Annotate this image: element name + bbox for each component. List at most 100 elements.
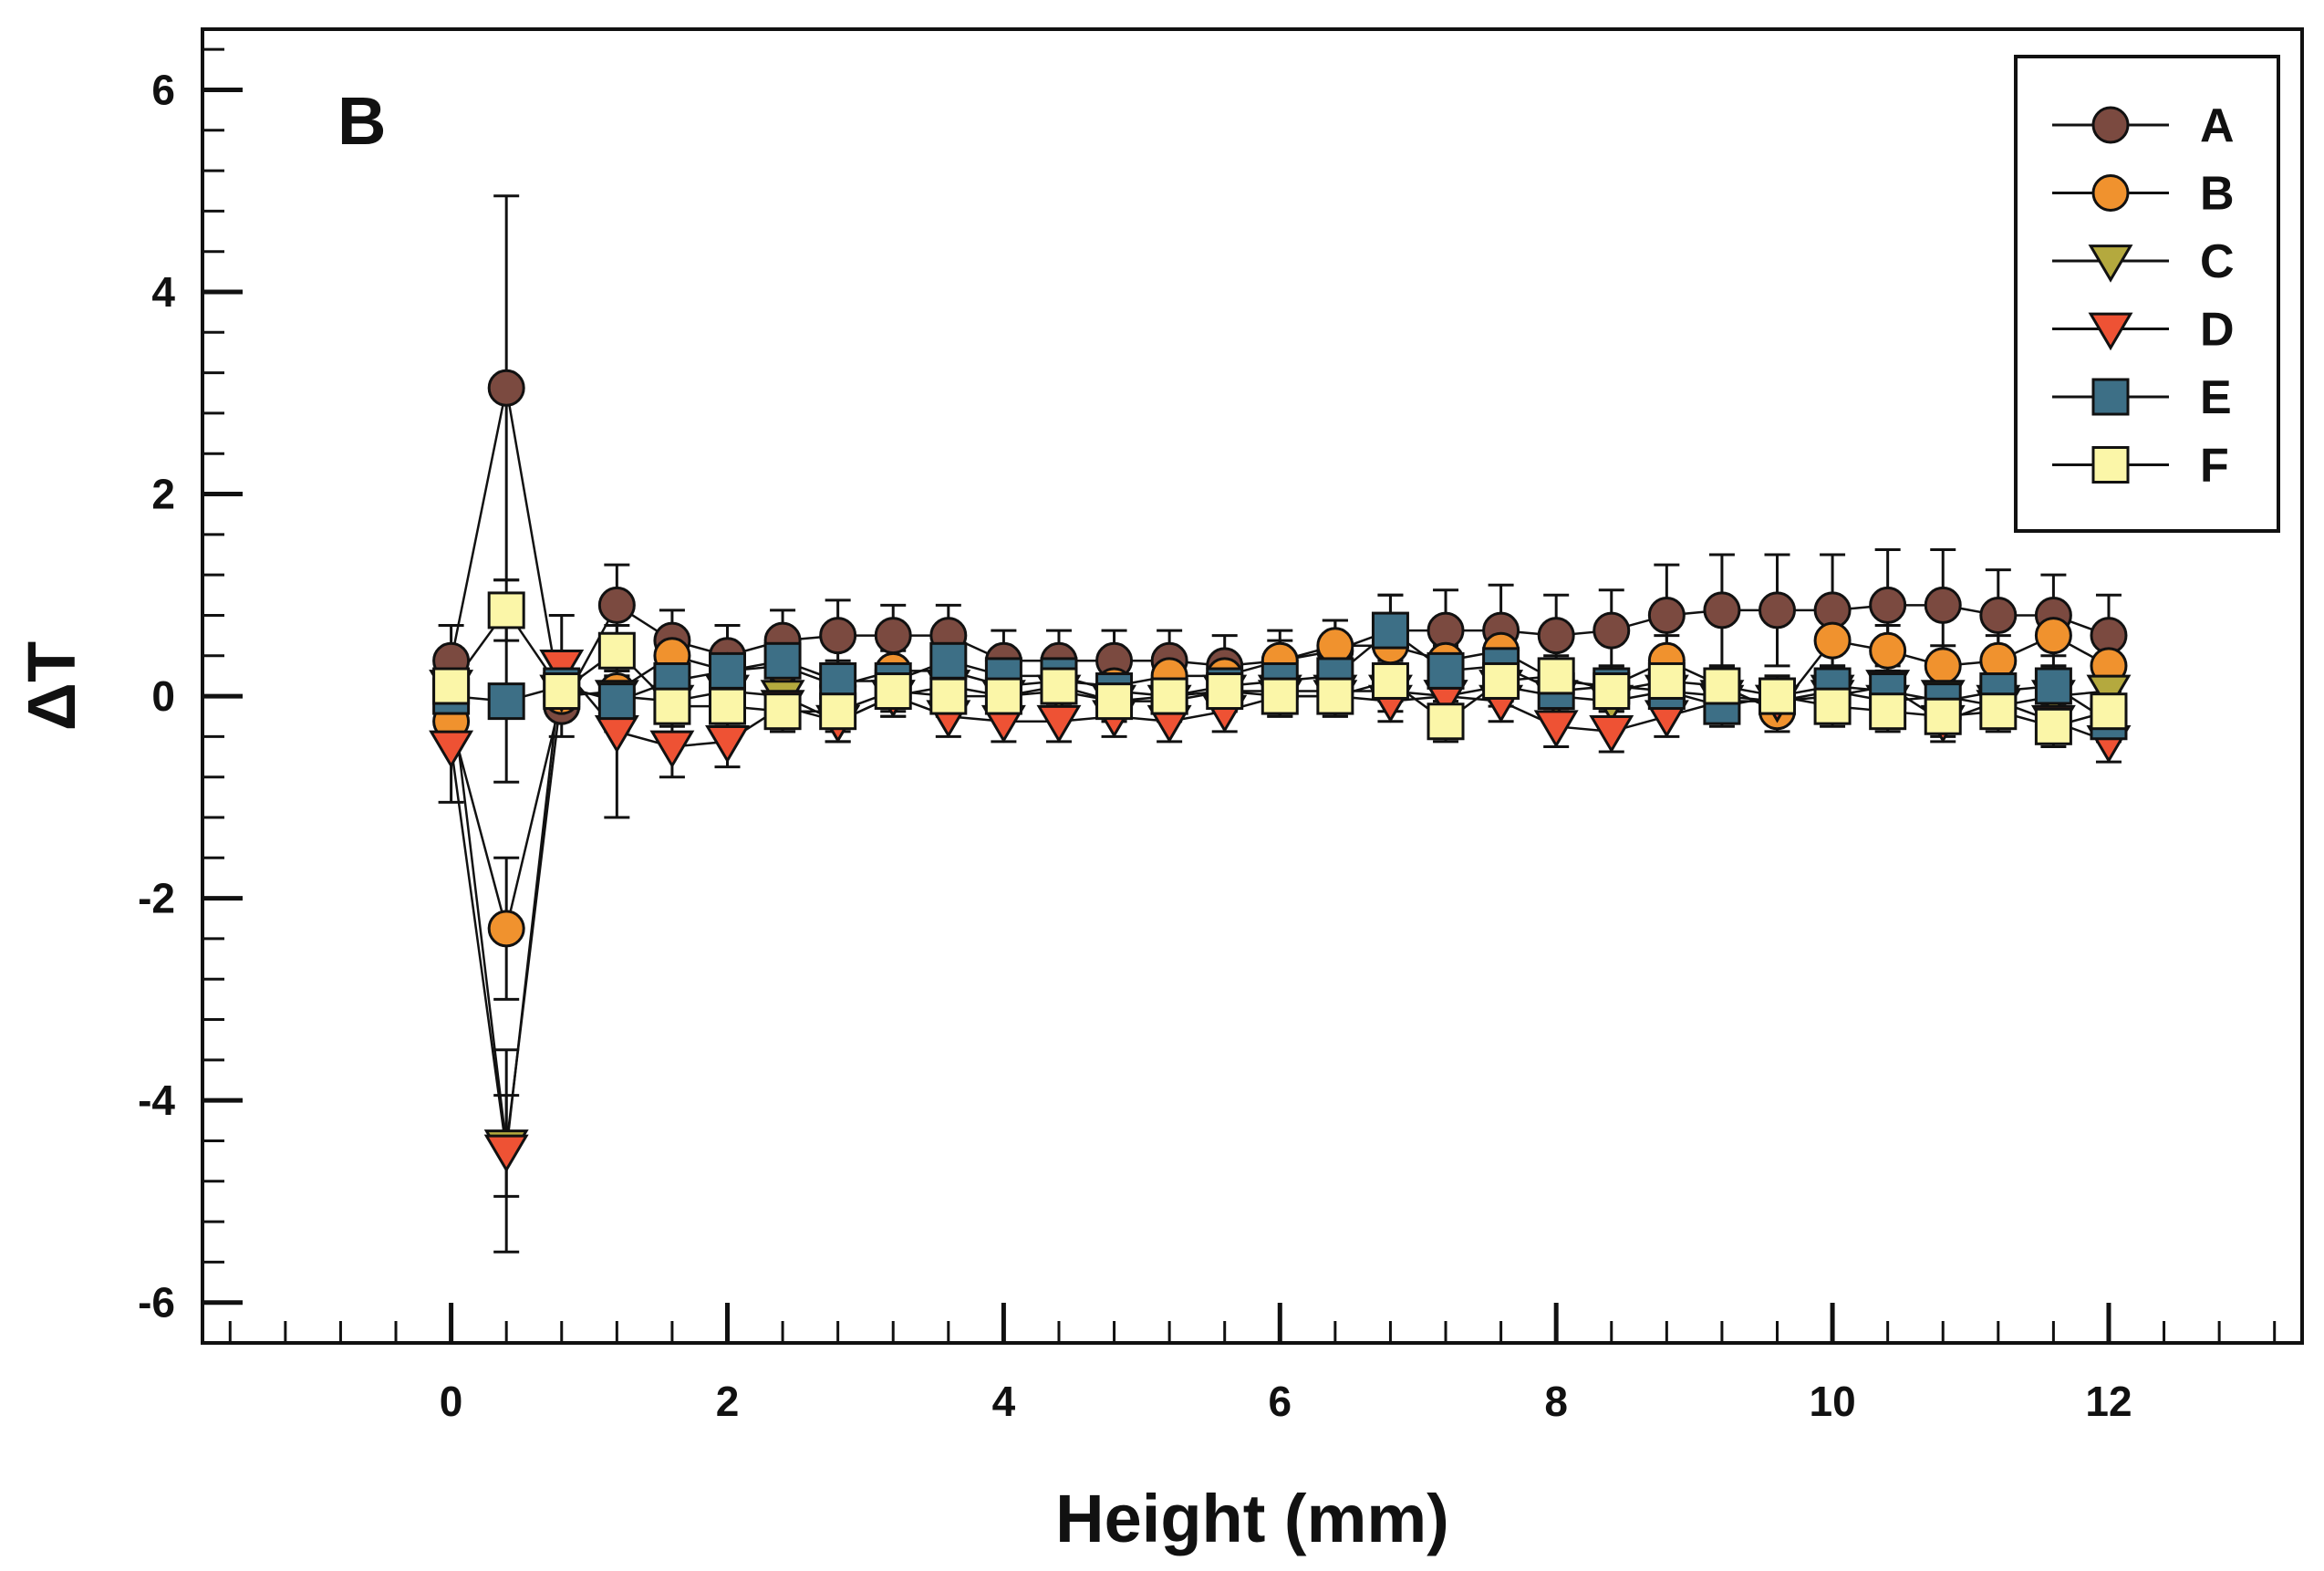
data-point-f (1593, 672, 1631, 711)
legend-box (2014, 55, 2280, 533)
data-point-f (819, 692, 857, 731)
data-point-f (1482, 661, 1520, 700)
data-point-e (487, 682, 525, 721)
data-point-a (1703, 591, 1741, 629)
data-point-a (1924, 586, 1962, 624)
data-point-f (709, 687, 746, 725)
x-tick-label: 2 (716, 1378, 740, 1425)
data-point-e (1427, 651, 1465, 690)
data-point-d (705, 725, 750, 764)
legend-marker-a (2091, 106, 2130, 144)
plot-frame (201, 27, 2304, 1345)
panel-label: B (337, 83, 386, 159)
data-point-f (1703, 667, 1741, 705)
legend-marker-b (2091, 174, 2130, 212)
data-point-f (874, 672, 912, 711)
data-point-a (1647, 596, 1686, 634)
x-tick-label: 12 (2085, 1378, 2132, 1425)
data-point-d (649, 730, 695, 769)
data-point-f (1813, 687, 1852, 725)
data-point-f (2090, 692, 2128, 731)
data-point-d (1533, 710, 1579, 749)
data-point-d (1589, 714, 1634, 754)
y-tick-label: 6 (151, 66, 175, 113)
data-point-e (819, 661, 857, 700)
data-point-a (487, 369, 525, 407)
y-tick-label: 4 (151, 268, 175, 316)
data-point-f (1924, 697, 1962, 735)
data-point-f (763, 692, 802, 731)
data-point-d (594, 714, 639, 754)
data-point-b (487, 910, 525, 948)
data-point-f (1040, 667, 1078, 705)
data-point-d (429, 730, 474, 769)
legend-label-f: F (2200, 440, 2229, 493)
data-point-f (1427, 702, 1465, 741)
series-lines (450, 387, 2110, 1151)
legend-marker-c (2088, 244, 2133, 283)
data-point-f (1647, 661, 1686, 700)
x-tick-label: 0 (440, 1378, 463, 1425)
data-point-a (1537, 617, 1575, 655)
legend-label-b: B (2200, 168, 2235, 221)
x-tick-label: 4 (992, 1378, 1016, 1425)
legend-label-c: C (2200, 235, 2235, 288)
data-point-e (597, 682, 636, 721)
data-point-a (1979, 596, 2018, 634)
series-line-d (450, 662, 2110, 1151)
data-point-f (487, 591, 525, 629)
data-point-f (1869, 692, 1907, 731)
data-point-f (984, 677, 1022, 715)
data-point-f (597, 631, 636, 670)
data-markers (429, 369, 2132, 1173)
data-point-b (1924, 647, 1962, 685)
data-point-f (1537, 657, 1575, 695)
x-axis-title: Height (mm) (1055, 1481, 1449, 1556)
data-point-f (1095, 682, 1134, 721)
data-point-a (874, 617, 912, 655)
axis-tick-labels: 0 2 4 6 8 10 12 -6 -4 -2 0 2 4 6 (138, 66, 2132, 1425)
legend-marker-e (2091, 378, 2130, 416)
data-point-f (1261, 677, 1299, 715)
x-tick-label: 10 (1809, 1378, 1855, 1425)
data-point-d (1036, 704, 1082, 744)
data-point-a (819, 617, 857, 655)
data-point-a (1593, 611, 1631, 650)
y-axis-title: ΔT (14, 641, 89, 731)
y-tick-label: -2 (138, 875, 175, 922)
data-point-e (929, 641, 968, 680)
data-point-d (483, 1134, 529, 1173)
data-point-b (1869, 631, 1907, 670)
data-point-f (1150, 677, 1188, 715)
data-point-f (929, 677, 968, 715)
y-tick-label: 2 (151, 471, 175, 518)
legend-label-e: E (2200, 371, 2232, 424)
data-point-f (1206, 672, 1244, 711)
data-point-f (1979, 692, 2018, 731)
legend-label-d: D (2200, 304, 2235, 357)
data-point-b (1813, 621, 1852, 660)
legend-marker-d (2088, 312, 2133, 351)
data-point-b (2034, 617, 2072, 655)
data-point-f (543, 672, 581, 711)
x-tick-label: 8 (1544, 1378, 1568, 1425)
data-point-f (653, 687, 691, 725)
y-tick-label: 0 (151, 672, 175, 720)
data-point-e (2034, 667, 2072, 705)
series-line-c (450, 684, 2110, 1147)
data-point-f (432, 667, 471, 705)
data-point-a (597, 586, 636, 624)
data-point-f (1316, 677, 1354, 715)
data-point-e (763, 641, 802, 680)
x-tick-label: 6 (1268, 1378, 1292, 1425)
data-point-a (1759, 591, 1796, 629)
axis-ticks (202, 47, 2277, 1345)
legend-marker-f (2091, 446, 2130, 484)
data-point-f (1371, 661, 1409, 700)
data-point-e (709, 651, 746, 690)
data-point-f (1759, 677, 1796, 715)
data-point-e (1371, 611, 1409, 650)
data-point-a (1869, 586, 1907, 624)
